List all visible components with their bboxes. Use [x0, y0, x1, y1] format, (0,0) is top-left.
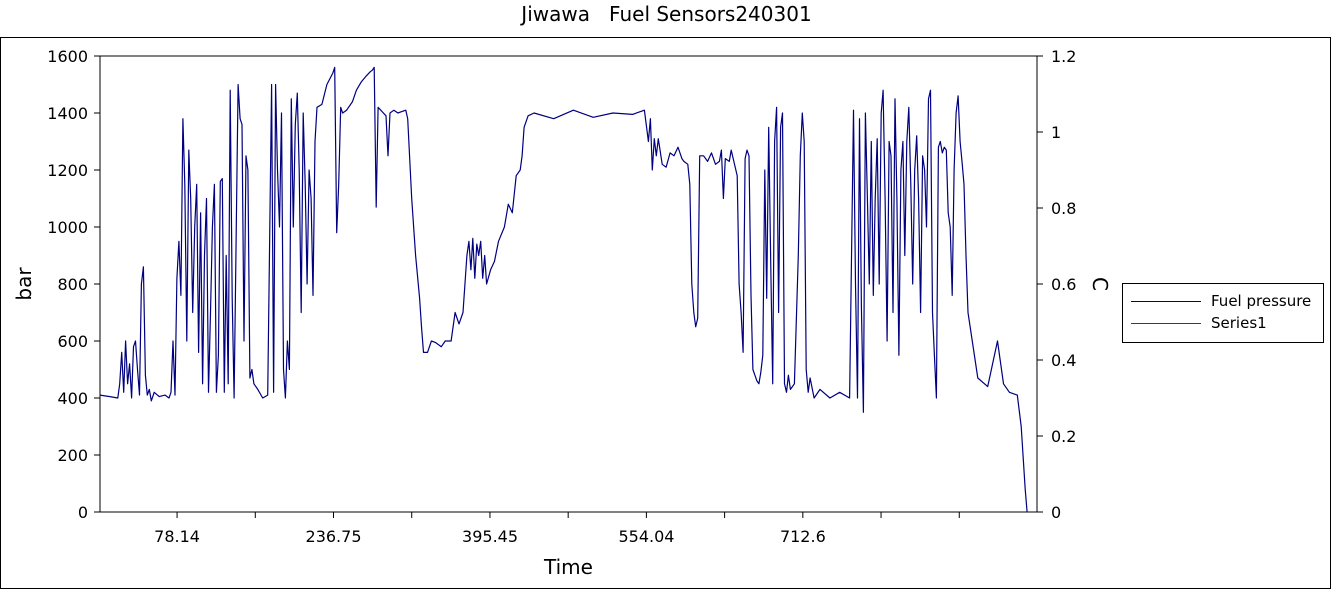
y-tick-label: 200 — [57, 446, 88, 465]
chart-title: Jiwawa Fuel Sensors240301 — [521, 2, 812, 26]
series-line-fuel-pressure — [99, 66, 1028, 513]
legend-label-series1: Series1 — [1211, 314, 1267, 332]
axes-group — [99, 55, 1038, 513]
y2-tick-label: 0.8 — [1051, 199, 1076, 218]
plot-border — [99, 55, 1038, 513]
y2-tick-label: 0.4 — [1051, 351, 1076, 370]
legend: Fuel pressure Series1 — [1122, 283, 1324, 343]
y-tick-label: 400 — [57, 389, 88, 408]
x-tick-label: 395.45 — [462, 527, 518, 546]
legend-swatch-fuel-pressure — [1131, 301, 1201, 302]
x-tick-label: 236.75 — [306, 527, 362, 546]
y-tick-label: 600 — [57, 332, 88, 351]
y2-tick-label: 1 — [1051, 123, 1061, 142]
y2-tick-label: 1.2 — [1051, 47, 1076, 66]
legend-swatch-series1 — [1131, 323, 1201, 324]
y-tick-label: 1000 — [47, 218, 88, 237]
series-layer — [99, 66, 1028, 513]
x-tick-label: 554.04 — [618, 527, 674, 546]
x-tick-label: 78.14 — [154, 527, 200, 546]
y-tick-label: 1400 — [47, 104, 88, 123]
y2-axis-title: C — [1088, 277, 1112, 291]
y2-tick-label: 0 — [1051, 503, 1061, 522]
x-tick-label: 712.6 — [780, 527, 826, 546]
legend-item-series1: Series1 — [1129, 314, 1319, 334]
y-tick-label: 800 — [57, 275, 88, 294]
x-axis-title: Time — [543, 555, 593, 579]
y2-tick-label: 0.2 — [1051, 427, 1076, 446]
y-tick-label: 0 — [78, 503, 88, 522]
plot-area: 0 200 400 600 800 1000 1200 1400 1600 0 0.2 0.4 0.6 0… — [12, 47, 1112, 579]
y-tick-label: 1200 — [47, 161, 88, 180]
chart-frame: 0 200 400 600 800 1000 1200 1400 1600 0 0.2 0.4 0.6 0… — [0, 37, 1331, 589]
y-axis-title: bar — [12, 267, 36, 301]
y2-tick-label: 0.6 — [1051, 275, 1076, 294]
y-tick-label: 1600 — [47, 47, 88, 66]
ticks-group: 0 200 400 600 800 1000 1200 1400 1600 0 0.2 0.4 0.6 0… — [47, 47, 1076, 546]
legend-label-fuel-pressure: Fuel pressure — [1211, 292, 1312, 310]
legend-item-fuel-pressure: Fuel pressure — [1129, 292, 1319, 312]
